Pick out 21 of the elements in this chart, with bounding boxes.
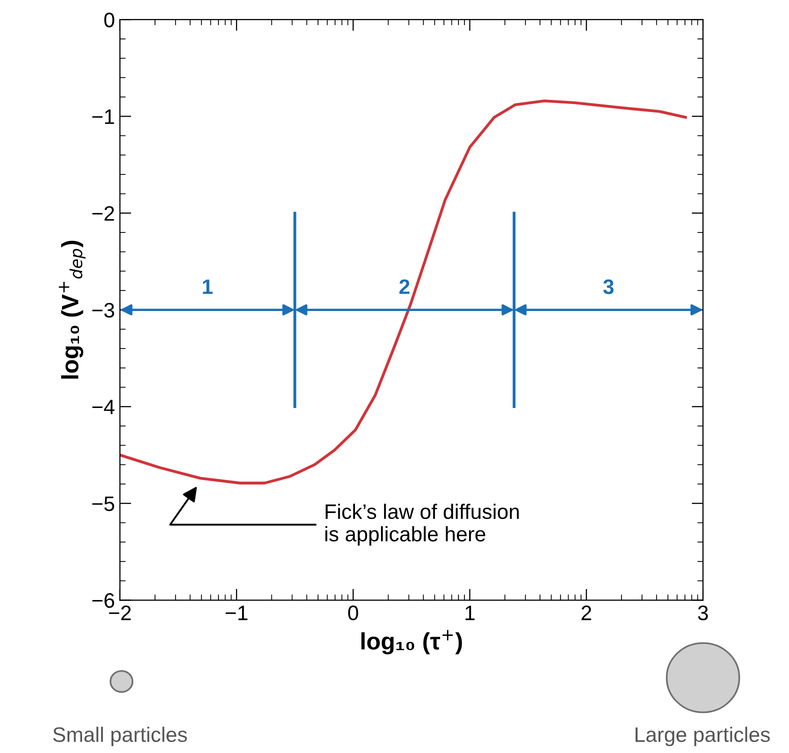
text: Small particles	[53, 726, 187, 746]
x-tick-label: −2	[109, 606, 131, 620]
y-tick-label: −5	[92, 496, 114, 512]
x-axis-title: log₁₀ (τ$^{+}$)	[361, 630, 462, 654]
y-tick-label: −3	[92, 302, 114, 318]
y-tick-label: −4	[92, 400, 114, 414]
y-tick-label: 0	[104, 12, 114, 28]
annotation: Fick’s law of diffusion is applicable here	[325, 504, 519, 546]
annotation: 2	[399, 279, 410, 294]
annotation: 3	[603, 279, 614, 294]
y-axis-title: log₁₀ (V$^{+}$$_{dep}$)	[58, 240, 86, 379]
y-tick-label: −2	[92, 206, 114, 221]
x-tick-label: 1	[466, 606, 475, 620]
y-tick-label: −1	[92, 110, 114, 124]
x-tick-label: 2	[582, 606, 592, 620]
x-tick-label: 0	[348, 606, 358, 620]
x-tick-label: 3	[698, 606, 708, 620]
y-tick-label: −6	[92, 593, 114, 608]
text: Large particles	[636, 726, 770, 746]
annotation: 1	[202, 280, 213, 294]
x-tick-label: −1	[226, 606, 248, 620]
